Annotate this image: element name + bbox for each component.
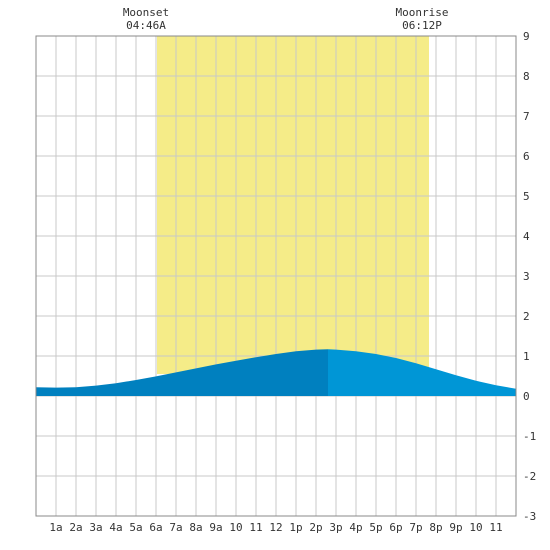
y-tick-label: -1 (523, 430, 536, 443)
x-tick-label: 3p (329, 521, 342, 534)
moon-event-name: Moonset (123, 6, 169, 19)
x-axis-tick-labels: 1a 2a 3a 4a 5a 6a 7a 8a 9a 10 11 12 1p 2p 3p 4p 5p 6p 7p 8p… (49, 521, 502, 534)
x-tick-label: 9p (449, 521, 462, 534)
x-tick-label: 7p (409, 521, 422, 534)
x-tick-label: 11 (489, 521, 502, 534)
y-tick-label: 5 (523, 190, 530, 203)
moon-event-time: 06:12P (402, 19, 442, 32)
x-tick-label: 6a (149, 521, 162, 534)
y-tick-label: -3 (523, 510, 536, 523)
plot-frame (35, 35, 517, 517)
x-tick-label: 2a (69, 521, 82, 534)
moon-event-name: Moonrise (396, 6, 449, 19)
x-tick-label: 12 (269, 521, 282, 534)
y-tick-label: 1 (523, 350, 530, 363)
x-tick-label: 1a (49, 521, 62, 534)
y-tick-label: 6 (523, 150, 530, 163)
tide-area-after-high (328, 349, 516, 396)
x-tick-label: 7a (169, 521, 182, 534)
daylight-band (157, 36, 429, 374)
x-tick-label: 2p (309, 521, 322, 534)
y-tick-label: 2 (523, 310, 530, 323)
x-tick-label: 4a (109, 521, 122, 534)
y-tick-label: 8 (523, 70, 530, 83)
y-tick-label: 9 (523, 30, 530, 43)
y-axis-tick-labels: 9 8 7 6 5 4 3 2 1 0 -1 -2 -3 (523, 30, 536, 523)
x-tick-label: 8a (189, 521, 202, 534)
x-tick-label: 5a (129, 521, 142, 534)
y-tick-label: -2 (523, 470, 536, 483)
y-tick-label: 0 (523, 390, 530, 403)
y-tick-label: 4 (523, 230, 530, 243)
tide-area-before-high (36, 349, 328, 396)
x-tick-label: 3a (89, 521, 102, 534)
x-tick-label: 9a (209, 521, 222, 534)
x-tick-label: 4p (349, 521, 362, 534)
x-tick-label: 11 (249, 521, 262, 534)
moon-event-time: 04:46A (126, 19, 166, 32)
x-tick-label: 8p (429, 521, 442, 534)
y-tick-label: 7 (523, 110, 530, 123)
x-tick-label: 5p (369, 521, 382, 534)
x-tick-label: 1p (289, 521, 302, 534)
x-tick-label: 10 (469, 521, 482, 534)
x-tick-label: 10 (229, 521, 242, 534)
y-tick-label: 3 (523, 270, 530, 283)
x-tick-label: 6p (389, 521, 402, 534)
